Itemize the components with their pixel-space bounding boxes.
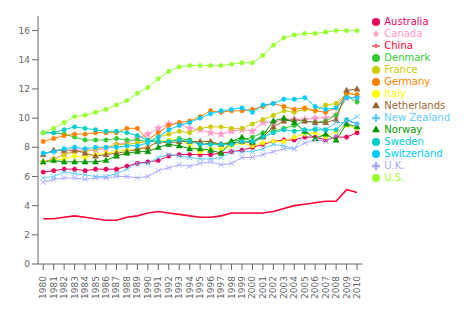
svg-text:1984: 1984 [80, 276, 90, 299]
html-text:China: China [384, 40, 413, 51]
svg-text:2010: 2010 [352, 276, 362, 299]
svg-text:1981: 1981 [49, 276, 59, 299]
svg-text:2009: 2009 [342, 276, 352, 299]
html-text:France: France [384, 64, 418, 75]
html-text:Australia: Australia [384, 16, 429, 27]
svg-text:2008: 2008 [331, 276, 341, 299]
svg-text:1987: 1987 [111, 276, 121, 299]
svg-text:1990: 1990 [143, 276, 153, 299]
svg-text:1989: 1989 [132, 276, 142, 299]
svg-text:2: 2 [24, 230, 30, 240]
svg-text:1982: 1982 [59, 276, 69, 299]
svg-text:2006: 2006 [310, 276, 320, 299]
html-text:Denmark: Denmark [384, 52, 431, 63]
svg-text:12: 12 [19, 84, 30, 94]
svg-text:1993: 1993 [174, 276, 184, 299]
html-text:U.K.: U.K. [384, 160, 405, 171]
svg-text:1988: 1988 [122, 276, 132, 299]
svg-text:4: 4 [24, 201, 30, 211]
svg-text:2000: 2000 [247, 276, 257, 299]
html-text:Sweden: Sweden [384, 136, 424, 147]
svg-text:8: 8 [24, 142, 30, 152]
svg-text:1996: 1996 [206, 276, 216, 299]
html-text:New Zealand: New Zealand [384, 112, 450, 123]
svg-text:2001: 2001 [258, 276, 268, 299]
svg-text:1992: 1992 [164, 276, 174, 299]
svg-text:2007: 2007 [321, 276, 331, 299]
svg-text:1980: 1980 [38, 276, 48, 299]
html-text:Netherlands: Netherlands [384, 100, 446, 111]
html-text:Switzerland: Switzerland [384, 148, 443, 159]
svg-text:16: 16 [19, 26, 31, 36]
html-text:Canada: Canada [384, 28, 423, 39]
html-text:U.S.: U.S. [384, 172, 405, 183]
svg-text:1983: 1983 [70, 276, 80, 299]
svg-text:1994: 1994 [185, 276, 195, 299]
svg-text:14: 14 [19, 55, 31, 65]
svg-text:0: 0 [24, 259, 30, 269]
svg-text:1995: 1995 [195, 276, 205, 299]
html-text:Germany: Germany [384, 76, 431, 87]
svg-text:2002: 2002 [268, 276, 278, 299]
svg-text:1986: 1986 [101, 276, 111, 299]
html-text:Italy: Italy [384, 88, 406, 99]
svg-text:1998: 1998 [227, 276, 237, 299]
svg-text:1999: 1999 [237, 276, 247, 299]
svg-text:1985: 1985 [91, 276, 101, 299]
svg-text:2004: 2004 [289, 276, 299, 299]
svg-text:2005: 2005 [300, 276, 310, 299]
html-text:Norway: Norway [384, 124, 423, 135]
svg-text:6: 6 [24, 172, 30, 182]
svg-text:2003: 2003 [279, 276, 289, 299]
svg-text:1991: 1991 [153, 276, 163, 299]
svg-text:10: 10 [19, 113, 31, 123]
svg-text:1997: 1997 [216, 276, 226, 299]
